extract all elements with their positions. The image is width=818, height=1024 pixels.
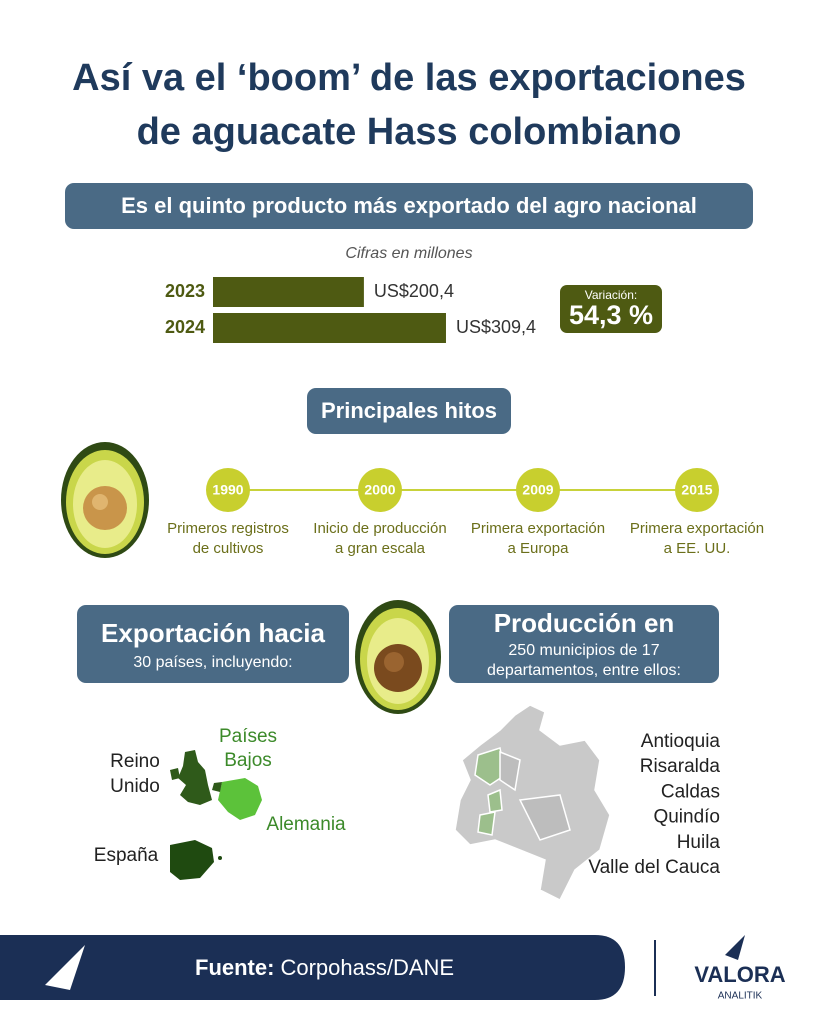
country: Alemania [266,814,346,835]
chart-title: Es el quinto producto más exportado del … [121,193,697,218]
milestones-title: Principales hitos [321,398,497,423]
category-label: 2023 [165,281,205,301]
chart-subtitle: Cifras en millones [345,245,472,262]
europe-map [170,750,262,880]
milestone-dot [516,468,560,512]
value-label: US$309,4 [456,317,536,337]
bar [213,277,364,307]
milestone-text: de cultivos [193,540,264,557]
milestones: 1990 Primeros registros de cultivos 2000 Ini… [167,468,764,557]
milestone-text: Primeros registros [167,520,289,537]
country: España [94,845,159,866]
department: Valle del Cauca [588,857,720,878]
milestone-dot [206,468,250,512]
milestone-text: Inicio de producción [313,520,446,537]
variation-label: Variación: [585,288,637,302]
milestone-dot [675,468,719,512]
production-line: departamentos, entre ellos: [487,662,681,679]
department: Huila [677,832,721,853]
milestone-year: 2015 [681,482,712,498]
milestone-text: a EE. UU. [664,540,731,557]
country: Bajos [224,750,272,771]
bar-chart: 2023 US$200,4 2024 US$309,4 [165,277,536,343]
avocado [355,600,441,714]
banner [65,183,753,229]
department: Caldas [661,781,720,802]
banner [77,605,349,683]
departments: Antioquia Risaralda Caldas Quindío Huila Vall… [588,731,720,878]
milestone-year: 2000 [364,482,395,498]
category-label: 2024 [165,317,205,337]
production-line: 250 municipios de 17 [508,642,659,659]
title-line: de aguacate Hass colombiano [137,111,682,153]
exports-title: Exportación hacia [101,618,325,648]
country: Reino [110,751,160,772]
footer-source: Fuente: Corpohass/DANE [195,955,454,980]
milestone-text: a gran escala [335,540,426,557]
bar [213,313,446,343]
footer-bar [0,935,625,1000]
production-title: Producción en [494,608,675,638]
milestone-text: a Europa [508,540,570,557]
brand: VALORA [694,962,785,987]
brand-sub: ANALITIK [718,991,763,1002]
variation-value: 54,3 % [569,300,653,330]
value-label: US$200,4 [374,281,454,301]
banner [449,605,719,683]
milestone-year: 2009 [522,482,553,498]
title-line: Así va el ‘boom’ de las exportaciones [72,57,746,99]
colombia-map [454,704,611,902]
exports-subtitle: 30 países, incluyendo: [133,654,292,671]
milestone-year: 1990 [212,482,243,498]
milestone-dot [358,468,402,512]
brand-logo [725,935,745,960]
department: Quindío [653,807,720,828]
avocado [61,442,149,558]
footer-logo [45,945,85,990]
department: Antioquia [641,731,721,752]
milestone-text: Primera exportación [630,520,764,537]
department: Risaralda [640,756,721,777]
variation-box [560,285,662,333]
banner [307,388,511,434]
country: Países [219,726,277,747]
milestone-text: Primera exportación [471,520,605,537]
source-label: Fuente: [195,955,274,980]
country: Unido [110,776,160,797]
source: Corpohass/DANE [280,955,454,980]
